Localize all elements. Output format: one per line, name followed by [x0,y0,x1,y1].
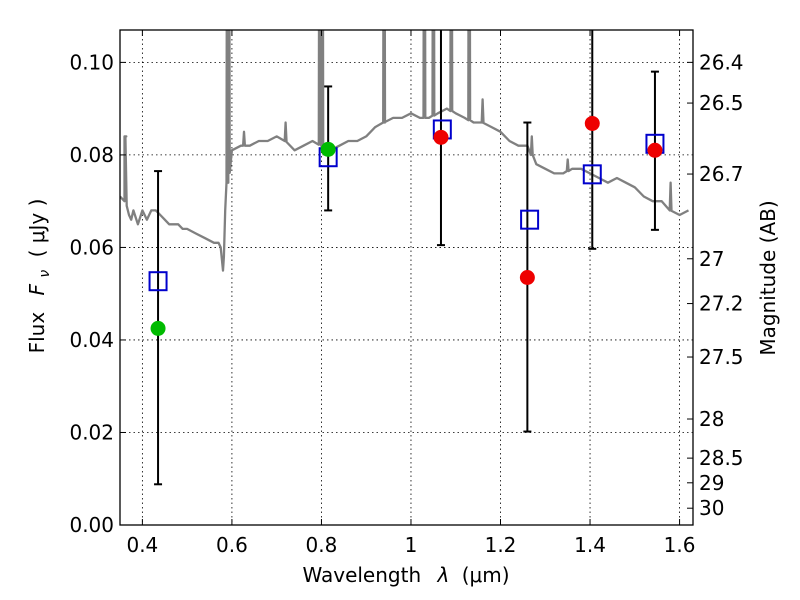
x-tick-label: 0.8 [306,533,338,557]
model-point-square [148,271,168,292]
y2-tick-label: 27.2 [699,292,744,316]
x-tick-label: 0.6 [216,533,248,557]
model-spectrum-line [120,30,690,272]
x-tick-label: 1.6 [664,533,696,557]
observed-point-red [519,270,535,285]
x-axis-label: Wavelength λ (μm) [302,563,509,587]
data-markers [148,115,665,336]
x-axis: 0.4 0.6 0.8 1 1.2 1.4 1.6 [126,30,695,557]
y2-tick-label: 29 [699,471,724,495]
x-tick-label: 1.4 [574,533,606,557]
x-tick-label: 0.4 [126,533,158,557]
y2-tick-label: 30 [699,496,724,520]
model-point-square [582,164,602,185]
model-point-square [520,209,540,230]
x-tick-label: 1 [405,533,418,557]
observed-point-red [647,142,663,158]
observed-point-red [584,115,600,131]
y-tick-label: 0.04 [69,328,114,352]
y-axis-label: Flux F ν ( μJy ) [25,199,54,354]
y-tick-label: 0.10 [69,50,114,74]
y-axis: 0.00 0.02 0.04 0.06 0.08 0.10 [69,50,126,537]
y2-tick-label: 27 [699,247,724,271]
y-tick-label: 0.08 [69,143,114,167]
grid [120,30,693,526]
y2-axis-label: Magnitude (AB) [756,200,780,355]
y-tick-label: 0.02 [69,420,114,444]
observed-point-green [320,141,336,157]
errorbars [154,30,659,486]
y2-tick-label: 26.4 [699,50,744,74]
y2-tick-label: 27.5 [699,345,744,369]
model-spectrum [120,30,690,272]
y2-tick-label: 26.7 [699,162,744,186]
y2-tick-label: 26.5 [699,91,744,115]
y-tick-label: 0.00 [69,513,114,537]
y-tick-label: 0.06 [69,235,114,259]
y2-tick-label: 28.5 [699,446,744,470]
plot-frame [119,29,694,526]
observed-point-red [433,129,449,145]
y2-tick-label: 28 [699,407,724,431]
observed-point-green [150,320,166,336]
x-tick-label: 1.2 [485,533,517,557]
